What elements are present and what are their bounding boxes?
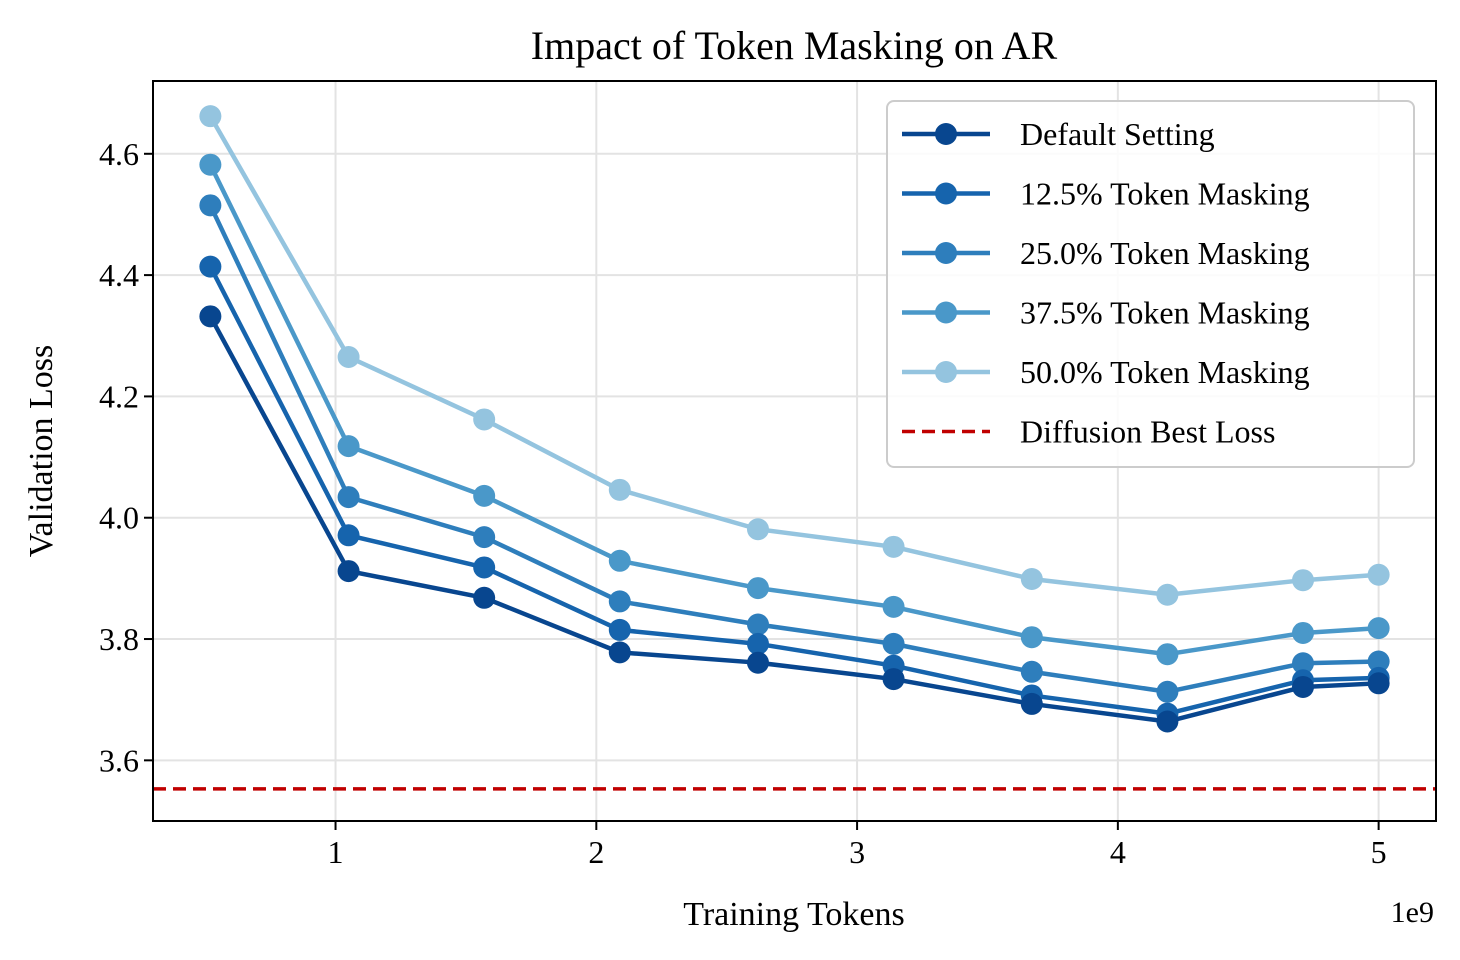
legend-marker bbox=[935, 182, 957, 205]
data-point bbox=[199, 194, 222, 217]
data-point bbox=[608, 478, 631, 501]
data-point bbox=[1156, 680, 1179, 703]
legend-item: 50.0% Token Masking bbox=[902, 354, 1310, 390]
data-point bbox=[608, 641, 631, 664]
data-point bbox=[199, 105, 222, 128]
legend-label: Diffusion Best Loss bbox=[1020, 414, 1275, 450]
y-tick-label: 4.2 bbox=[99, 378, 139, 414]
y-axis-label: Validation Loss bbox=[23, 345, 60, 557]
legend-marker bbox=[935, 242, 957, 264]
series-line bbox=[208, 265, 1379, 716]
legend-item: Default Setting bbox=[902, 116, 1215, 152]
data-point bbox=[199, 153, 222, 176]
data-point bbox=[1156, 643, 1179, 666]
series-group bbox=[199, 105, 1390, 606]
series-line bbox=[208, 204, 1379, 695]
plot-frame bbox=[152, 80, 1437, 822]
data-point bbox=[882, 668, 905, 691]
chart-title: Impact of Token Masking on AR bbox=[531, 23, 1058, 68]
y-tick-label: 4.4 bbox=[99, 257, 139, 293]
data-point bbox=[1367, 563, 1390, 586]
data-point bbox=[337, 560, 360, 583]
legend-item: 12.5% Token Masking bbox=[902, 176, 1310, 212]
data-point bbox=[337, 524, 360, 547]
data-point bbox=[1367, 672, 1390, 695]
data-point bbox=[1020, 567, 1043, 590]
legend-item: Diffusion Best Loss bbox=[902, 414, 1275, 450]
data-point bbox=[473, 484, 496, 507]
legend: Default Setting 12.5% Token Masking 25.0% … bbox=[886, 100, 1415, 468]
data-point bbox=[1292, 569, 1315, 592]
data-point bbox=[1020, 692, 1043, 715]
x-tick-label: 1 bbox=[328, 834, 344, 870]
data-point bbox=[1020, 626, 1043, 649]
series-line bbox=[208, 315, 1379, 724]
legend-marker bbox=[935, 361, 957, 383]
data-point bbox=[1156, 710, 1179, 733]
x-tick-label: 2 bbox=[588, 834, 604, 870]
series-layer bbox=[199, 105, 1390, 733]
y-tick-label: 3.6 bbox=[99, 742, 139, 778]
x-tick-label: 3 bbox=[849, 834, 865, 870]
legend-box bbox=[886, 100, 1415, 468]
axis-ticks: 1 2 3 4 5 3.6 3.8 4.0 4.2 4.4 4.6 bbox=[99, 136, 1387, 870]
series-line bbox=[208, 115, 1379, 598]
x-tick-label: 5 bbox=[1371, 834, 1387, 870]
y-tick-label: 4.6 bbox=[99, 136, 139, 172]
data-point bbox=[1292, 675, 1315, 698]
series-group bbox=[199, 305, 1390, 733]
series-group bbox=[199, 153, 1390, 666]
legend-label: Default Setting bbox=[1020, 116, 1215, 152]
data-point bbox=[1367, 650, 1390, 673]
data-point bbox=[199, 255, 222, 278]
x-tick-label: 4 bbox=[1110, 834, 1126, 870]
data-point bbox=[473, 556, 496, 579]
data-point bbox=[608, 618, 631, 641]
data-point bbox=[1020, 660, 1043, 683]
data-point bbox=[882, 595, 905, 618]
x-axis-label: Training Tokens bbox=[683, 896, 904, 933]
data-point bbox=[608, 549, 631, 572]
data-point bbox=[746, 651, 769, 674]
data-point bbox=[199, 305, 222, 328]
data-point bbox=[746, 518, 769, 541]
data-point bbox=[746, 613, 769, 636]
data-point bbox=[337, 435, 360, 458]
data-point bbox=[473, 408, 496, 431]
data-point bbox=[882, 632, 905, 655]
series-group bbox=[199, 194, 1390, 703]
data-point bbox=[1292, 621, 1315, 644]
legend-label: 12.5% Token Masking bbox=[1020, 176, 1310, 212]
legend-marker bbox=[935, 301, 957, 324]
x-axis-offset-label: 1e9 bbox=[1391, 896, 1434, 929]
legend-item: 25.0% Token Masking bbox=[902, 235, 1310, 271]
data-point bbox=[1156, 583, 1179, 606]
data-point bbox=[608, 590, 631, 613]
data-point bbox=[1367, 617, 1390, 640]
legend-label: 37.5% Token Masking bbox=[1020, 295, 1310, 331]
data-point bbox=[473, 586, 496, 609]
legend-label: 25.0% Token Masking bbox=[1020, 235, 1310, 271]
data-point bbox=[337, 345, 360, 368]
y-tick-label: 3.8 bbox=[99, 621, 139, 657]
data-point bbox=[746, 577, 769, 600]
legend-item: 37.5% Token Masking bbox=[902, 295, 1310, 331]
legend-label: 50.0% Token Masking bbox=[1020, 354, 1310, 390]
data-point bbox=[473, 526, 496, 549]
legend-marker bbox=[935, 123, 957, 145]
data-point bbox=[746, 632, 769, 655]
y-tick-label: 4.0 bbox=[99, 500, 139, 536]
series-line bbox=[208, 163, 1379, 657]
data-point bbox=[337, 486, 360, 509]
data-point bbox=[882, 535, 905, 558]
data-point bbox=[1292, 652, 1315, 675]
